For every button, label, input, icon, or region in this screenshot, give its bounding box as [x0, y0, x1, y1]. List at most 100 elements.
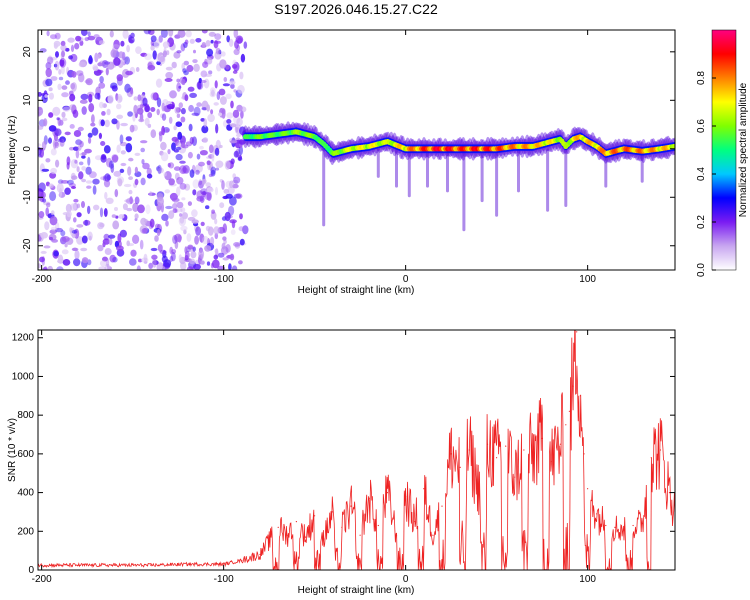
noise-blob	[102, 241, 106, 248]
noise-blob	[100, 176, 106, 180]
noise-blob	[108, 160, 114, 169]
noise-blob	[183, 60, 189, 66]
noise-blob	[76, 224, 84, 228]
noise-blob	[49, 191, 57, 202]
noise-blob	[88, 137, 92, 144]
colorbar: 0.0 0.2 0.4 0.6 0.8 Normalized spectral ampl…	[696, 29, 749, 277]
snr-ylabel: SNR (10 * v/v)	[7, 418, 18, 482]
spectrogram-frame	[37, 29, 676, 271]
noise-blob	[144, 105, 151, 113]
noise-blob	[172, 208, 178, 214]
noise-blob	[67, 37, 75, 43]
noise-blob	[167, 149, 171, 155]
snr-point	[568, 410, 571, 412]
noise-blob	[210, 169, 216, 177]
noise-blob	[88, 93, 93, 103]
noise-blob	[199, 145, 204, 150]
noise-blob	[59, 138, 65, 147]
noise-blob	[230, 158, 235, 165]
noise-blob	[94, 92, 100, 100]
noise-blob	[219, 202, 225, 209]
snr-point	[576, 331, 578, 333]
noise-blob	[120, 162, 127, 167]
noise-blob	[231, 64, 238, 69]
noise-blob	[146, 167, 152, 176]
noise-blob	[193, 49, 196, 54]
noise-blob	[205, 40, 211, 47]
noise-blob	[219, 144, 223, 149]
noise-blob	[220, 51, 226, 57]
snr-point	[314, 515, 316, 517]
noise-blob	[239, 71, 244, 80]
noise-blob	[75, 149, 80, 159]
noise-blob	[79, 99, 88, 104]
spectrogram-xlabel: Height of straight line (km)	[298, 285, 415, 296]
noise-blob	[108, 238, 113, 246]
noise-blob	[145, 204, 151, 215]
noise-blob	[45, 78, 53, 87]
snr-point	[295, 521, 297, 523]
noise-blob	[214, 80, 218, 89]
noise-blob	[64, 187, 71, 195]
noise-blob	[118, 214, 125, 219]
noise-blob	[84, 148, 92, 154]
noise-blob	[229, 196, 237, 206]
noise-blob	[81, 30, 88, 36]
noise-blob	[233, 150, 239, 158]
noise-blob	[124, 83, 131, 93]
snr-point	[505, 445, 507, 447]
noise-blob	[115, 93, 119, 101]
noise-blob	[119, 134, 124, 144]
noise-blob	[203, 118, 208, 128]
noise-blob	[61, 111, 66, 118]
noise-blob	[121, 56, 129, 63]
noise-blob	[204, 245, 212, 252]
snr-plot-area	[38, 330, 675, 570]
noise-blob	[128, 189, 133, 195]
noise-blob	[85, 166, 92, 175]
noise-blob	[105, 197, 114, 204]
noise-blob	[161, 125, 166, 136]
spectral-spike	[407, 148, 411, 198]
noise-blob	[199, 233, 205, 243]
noise-blob	[74, 42, 80, 50]
noise-blob	[176, 186, 181, 197]
noise-blob	[191, 112, 200, 116]
noise-blob	[40, 250, 47, 254]
snr-point	[405, 495, 407, 498]
noise-blob	[233, 176, 241, 184]
noise-blob	[58, 69, 62, 75]
noise-blob	[120, 122, 128, 127]
noise-blob	[70, 44, 75, 53]
noise-blob	[53, 140, 57, 150]
noise-blob	[201, 125, 209, 134]
snr-point	[77, 564, 79, 566]
noise-blob	[54, 128, 62, 136]
noise-blob	[179, 160, 186, 164]
snr-point	[559, 443, 561, 445]
noise-blob	[73, 258, 81, 267]
noise-blob	[40, 232, 48, 239]
noise-blob	[57, 138, 63, 143]
noise-blob	[150, 92, 157, 101]
noise-blob	[116, 74, 124, 82]
snr-point	[496, 457, 498, 459]
noise-blob	[38, 125, 44, 130]
noise-blob	[188, 104, 195, 113]
noise-blob	[62, 259, 71, 266]
noise-blob	[127, 243, 134, 247]
noise-blob	[164, 78, 173, 82]
noise-blob	[38, 92, 42, 97]
noise-blob	[137, 94, 142, 102]
noise-blob	[106, 157, 113, 168]
noise-blob	[210, 166, 216, 175]
noise-blob	[141, 228, 148, 234]
noise-blob	[161, 266, 166, 270]
noise-blob	[61, 92, 69, 98]
noise-blob	[55, 51, 59, 58]
snr-point	[632, 524, 634, 527]
noise-blob	[196, 190, 204, 200]
snr-point	[332, 511, 334, 513]
noise-blob	[160, 152, 169, 162]
noise-blob	[238, 226, 244, 232]
